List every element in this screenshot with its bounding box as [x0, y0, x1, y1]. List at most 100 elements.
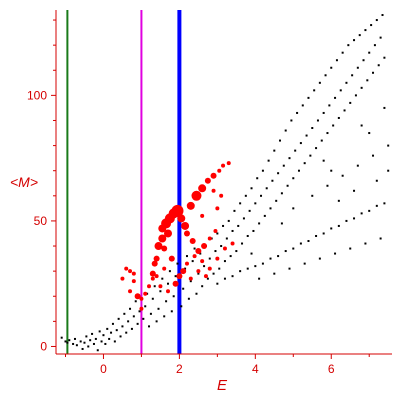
red-point — [207, 266, 212, 271]
black-point — [360, 212, 363, 215]
black-point — [375, 179, 378, 182]
black-point — [373, 44, 376, 47]
x-tick-label: 4 — [252, 362, 259, 376]
black-point — [324, 74, 327, 77]
black-point — [110, 331, 113, 334]
black-point — [296, 111, 299, 114]
black-point — [252, 229, 255, 232]
black-point — [138, 310, 141, 313]
black-point — [353, 217, 356, 220]
red-point — [200, 213, 205, 218]
red-point — [177, 214, 186, 223]
black-point — [269, 207, 272, 210]
black-point — [356, 66, 359, 69]
black-point — [343, 109, 346, 112]
x-ticks: 0 2 4 6 — [64, 354, 370, 376]
black-point — [307, 240, 310, 243]
red-point — [188, 276, 193, 281]
black-point — [335, 59, 338, 62]
black-point — [254, 265, 257, 268]
red-point — [204, 177, 211, 184]
black-point — [345, 81, 348, 84]
black-point — [334, 252, 337, 255]
black-point — [301, 104, 304, 107]
black-point — [387, 169, 390, 172]
red-point — [171, 204, 184, 217]
black-point — [326, 132, 329, 135]
red-point — [134, 293, 141, 300]
black-point — [299, 242, 302, 245]
black-point — [353, 39, 356, 42]
black-point — [208, 257, 211, 260]
black-point — [199, 252, 202, 255]
black-point — [379, 237, 382, 240]
black-point — [366, 79, 369, 82]
red-point — [221, 163, 226, 168]
black-point — [279, 139, 281, 142]
black-point — [195, 292, 198, 295]
black-point — [330, 169, 333, 172]
red-series — [120, 161, 235, 311]
black-point — [303, 262, 306, 265]
black-point — [368, 132, 371, 135]
black-point — [229, 255, 232, 258]
black-point — [254, 202, 257, 205]
axes — [55, 10, 392, 355]
black-point — [182, 287, 185, 290]
black-point — [214, 250, 217, 253]
black-point — [87, 345, 90, 348]
black-point — [96, 349, 99, 352]
black-point — [130, 327, 133, 330]
red-point — [151, 260, 158, 267]
red-point — [196, 269, 201, 274]
black-point — [375, 19, 378, 22]
black-point — [326, 184, 329, 187]
black-point — [231, 275, 234, 278]
black-point — [277, 255, 280, 258]
black-point — [155, 320, 158, 323]
black-point — [258, 277, 261, 280]
red-point — [215, 256, 220, 261]
red-point — [191, 190, 202, 201]
red-point — [184, 261, 189, 266]
black-point — [353, 189, 356, 192]
black-point — [258, 222, 261, 225]
black-point — [271, 179, 274, 182]
black-point — [220, 245, 223, 248]
red-point — [183, 230, 190, 237]
black-point — [174, 275, 177, 278]
black-point — [193, 247, 196, 250]
black-series — [60, 14, 390, 352]
black-point — [149, 312, 152, 315]
black-point — [134, 300, 137, 303]
red-point — [131, 271, 136, 276]
black-point — [235, 250, 238, 253]
black-point — [72, 342, 75, 345]
red-point — [186, 201, 195, 210]
black-point — [165, 300, 168, 303]
red-point — [201, 243, 208, 250]
black-point — [239, 202, 242, 205]
y-axis-label: <M> — [10, 174, 38, 190]
black-point — [372, 154, 375, 157]
black-point — [79, 340, 82, 343]
black-point — [269, 257, 272, 260]
black-point — [307, 96, 310, 99]
black-point — [125, 331, 128, 334]
black-point — [328, 104, 331, 107]
black-point — [223, 277, 226, 280]
red-point — [172, 280, 179, 287]
black-point — [218, 267, 221, 270]
black-point — [284, 250, 287, 253]
black-point — [288, 267, 291, 270]
black-point — [261, 169, 264, 172]
black-point — [250, 187, 253, 190]
red-point — [149, 270, 156, 277]
black-point — [104, 342, 107, 345]
black-point — [180, 305, 183, 308]
red-point — [139, 306, 144, 311]
black-point — [83, 341, 86, 344]
black-point — [75, 344, 78, 347]
black-point — [322, 111, 325, 114]
black-point — [349, 247, 352, 250]
